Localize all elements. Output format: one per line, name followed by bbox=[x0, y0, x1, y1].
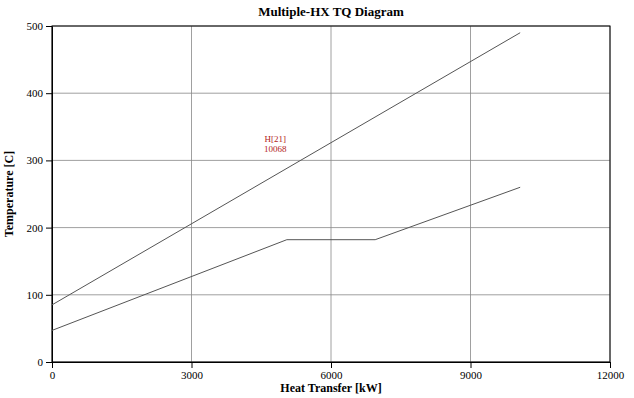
tick-mark bbox=[46, 362, 52, 363]
title: Multiple-HX TQ Diagram bbox=[258, 4, 404, 19]
tick-mark bbox=[46, 160, 52, 161]
tick-mark bbox=[610, 362, 611, 368]
tick-label: 3000 bbox=[181, 369, 204, 381]
tick-mark bbox=[331, 362, 332, 368]
grid-line bbox=[470, 26, 471, 362]
grid-line bbox=[52, 227, 610, 228]
line bbox=[52, 33, 520, 305]
tick-label: 500 bbox=[27, 20, 44, 32]
x-tick: 12000 bbox=[597, 362, 625, 381]
tick-mark bbox=[52, 362, 53, 368]
y-axis: 0 100 200 300 400 500 bbox=[27, 20, 53, 368]
x-tick: 9000 bbox=[460, 362, 483, 381]
grid-line bbox=[52, 93, 610, 94]
annotation: H[21] bbox=[264, 134, 286, 144]
plot: 0 3000 6000 9000 12000 0 100 200 300 400 500 H[21]1… bbox=[27, 20, 625, 381]
y-axis-title: Temperature [C] bbox=[2, 151, 16, 237]
tick-mark bbox=[46, 228, 52, 229]
frame bbox=[52, 26, 610, 362]
tick-mark bbox=[46, 295, 52, 296]
y-tick: 200 bbox=[27, 222, 53, 234]
x-axis-title: Heat Transfer [kW] bbox=[280, 381, 381, 395]
x-tick: 6000 bbox=[321, 362, 344, 381]
tick-label: 300 bbox=[27, 154, 44, 166]
x-axis: 0 3000 6000 9000 12000 bbox=[50, 362, 625, 381]
annotation: 10068 bbox=[264, 144, 287, 154]
tick-label: 0 bbox=[50, 369, 56, 381]
line bbox=[52, 187, 520, 330]
grid bbox=[52, 26, 610, 362]
lines bbox=[52, 33, 520, 331]
x-tick: 3000 bbox=[181, 362, 204, 381]
y-tick: 500 bbox=[27, 20, 53, 32]
y-tick: 0 bbox=[38, 356, 53, 368]
grid-line bbox=[191, 26, 192, 362]
y-tick: 100 bbox=[27, 289, 53, 301]
grid-line bbox=[331, 26, 332, 362]
tick-label: 400 bbox=[27, 87, 44, 99]
y-tick: 300 bbox=[27, 154, 53, 166]
tick-label: 9000 bbox=[460, 369, 483, 381]
tick-label: 12000 bbox=[597, 369, 625, 381]
chart: 0 3000 6000 9000 12000 0 100 200 300 400 500 H[21]1… bbox=[0, 0, 634, 398]
tick-mark bbox=[471, 362, 472, 368]
x-tick: 0 bbox=[50, 362, 56, 381]
tick-mark bbox=[192, 362, 193, 368]
grid-line bbox=[52, 294, 610, 295]
tick-label: 100 bbox=[27, 289, 44, 301]
tick-mark bbox=[46, 93, 52, 94]
tick-label: 6000 bbox=[321, 369, 344, 381]
grid-line bbox=[52, 160, 610, 161]
tick-mark bbox=[46, 26, 52, 27]
tick-label: 200 bbox=[27, 222, 44, 234]
y-tick: 400 bbox=[27, 87, 53, 99]
tick-label: 0 bbox=[38, 356, 44, 368]
